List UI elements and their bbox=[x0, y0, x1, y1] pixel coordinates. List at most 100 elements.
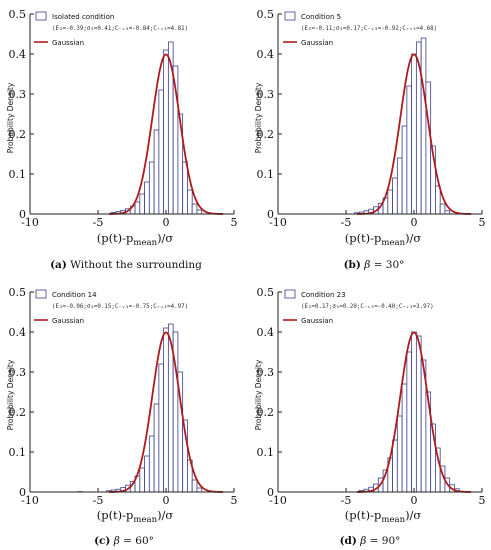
histogram-bar bbox=[411, 331, 417, 493]
panel-b: Probability Density 0 0.1 0.2 0.3 0.4 0.5 -10 -… bbox=[254, 8, 486, 271]
histogram-bar bbox=[134, 201, 141, 215]
panel-caption: (b) β = 30° bbox=[344, 259, 405, 271]
histogram-bar bbox=[158, 363, 165, 493]
y-tick-label: 0.5 bbox=[9, 286, 27, 299]
x-tick-label: 0 bbox=[411, 494, 418, 507]
y-tick-label: 0.5 bbox=[257, 8, 275, 21]
legend-stats: (E₃=-0.06;σ₃=0.15;C₋ᵥ₃=-0.75;C₊ᵥ₃=4.97) bbox=[52, 304, 188, 310]
histogram-bar bbox=[148, 161, 155, 215]
legend-bar-swatch bbox=[284, 289, 296, 299]
axes: 0 0.1 0.2 0.3 0.4 0.5 -10 -5 0 5 bbox=[9, 286, 238, 507]
histogram-bar bbox=[158, 89, 165, 215]
histogram-bar bbox=[153, 403, 160, 493]
y-tick-label: 0.4 bbox=[9, 48, 27, 61]
x-tick-label: 5 bbox=[231, 216, 238, 229]
legend-bar-swatch bbox=[35, 11, 47, 21]
histogram-bar bbox=[182, 161, 188, 215]
x-tick-label: -10 bbox=[269, 494, 287, 507]
legend-bars-label: Isolated condition bbox=[52, 13, 114, 21]
histogram-bar bbox=[415, 335, 422, 493]
histogram-bars bbox=[354, 37, 451, 215]
x-tick-label: -10 bbox=[269, 216, 287, 229]
histogram-bar bbox=[153, 129, 160, 215]
y-tick-label: 0.2 bbox=[9, 406, 27, 419]
y-tick-label: 0.2 bbox=[9, 128, 27, 141]
y-tick-label: 0.3 bbox=[9, 366, 27, 379]
y-tick-label: 0.3 bbox=[257, 366, 275, 379]
y-tick-label: 0.5 bbox=[257, 286, 275, 299]
histogram-bars bbox=[358, 331, 460, 493]
y-axis-label: Probability Density bbox=[254, 359, 263, 430]
legend-bars-label: Condition 23 bbox=[301, 291, 346, 299]
y-tick-label: 0 bbox=[267, 208, 274, 221]
histogram-bar bbox=[411, 53, 417, 215]
histogram-bar bbox=[420, 37, 427, 215]
panel-caption: (c) β = 60° bbox=[94, 535, 154, 547]
y-tick-label: 0.1 bbox=[257, 168, 275, 181]
y-tick-label: 0.2 bbox=[257, 406, 275, 419]
x-tick-label: -10 bbox=[21, 494, 39, 507]
legend-stats: (E₃=-0.39;σ₃=0.41;C₋ᵥ₃=-0.84;C₊ᵥ₃=4.81) bbox=[52, 26, 188, 32]
histogram-bars bbox=[110, 41, 203, 215]
y-tick-label: 0.5 bbox=[9, 8, 27, 21]
x-tick-label: 0 bbox=[163, 494, 170, 507]
legend: Isolated condition (E₃=-0.39;σ₃=0.41;C₋ᵥ… bbox=[34, 11, 188, 47]
histogram-bar bbox=[163, 327, 169, 493]
legend-bar-swatch bbox=[284, 11, 296, 21]
legend-gaussian-label: Gaussian bbox=[301, 39, 333, 47]
histogram-bar bbox=[187, 189, 193, 215]
x-tick-label: -5 bbox=[341, 494, 352, 507]
legend-stats: (E₃=0.17;σ₃=0.20;C₋ᵥ₃=-0.40;C₊ᵥ₃=3.97) bbox=[301, 304, 434, 310]
histogram-bar bbox=[139, 193, 145, 215]
histogram-bar bbox=[401, 125, 408, 215]
histogram-bar bbox=[435, 185, 441, 215]
legend: Condition 14 (E₃=-0.06;σ₃=0.15;C₋ᵥ₃=-0.7… bbox=[34, 289, 188, 325]
x-axis-label: (p(t)-pmean)/σ bbox=[345, 508, 422, 525]
y-tick-label: 0.1 bbox=[9, 168, 27, 181]
axes: 0 0.1 0.2 0.3 0.4 0.5 -10 -5 0 5 bbox=[257, 8, 486, 229]
x-tick-label: 5 bbox=[231, 494, 238, 507]
x-tick-label: 5 bbox=[479, 216, 486, 229]
gaussian-curve bbox=[356, 53, 472, 215]
gaussian-curve bbox=[356, 331, 472, 493]
panel-a: Probability Density 0 0.1 0.2 0.3 0.4 0.5 -10 -… bbox=[6, 8, 238, 271]
x-tick-label: 5 bbox=[479, 494, 486, 507]
x-tick-label: -5 bbox=[341, 216, 352, 229]
histogram-bar bbox=[144, 455, 150, 493]
x-tick-label: -5 bbox=[93, 216, 104, 229]
y-tick-label: 0 bbox=[19, 486, 26, 499]
y-tick-label: 0.3 bbox=[257, 88, 275, 101]
histogram-bar bbox=[392, 177, 398, 215]
x-axis-label: (p(t)-pmean)/σ bbox=[97, 508, 174, 525]
gaussian-curve bbox=[108, 53, 224, 215]
y-tick-label: 0.3 bbox=[9, 88, 27, 101]
legend-gaussian-label: Gaussian bbox=[301, 317, 333, 325]
y-tick-label: 0 bbox=[19, 208, 26, 221]
y-tick-label: 0.4 bbox=[257, 48, 275, 61]
histogram-bar bbox=[387, 189, 393, 215]
axes: 0 0.1 0.2 0.3 0.4 0.5 -10 -5 0 5 bbox=[9, 8, 238, 229]
x-tick-label: 0 bbox=[163, 216, 170, 229]
histogram-bar bbox=[148, 435, 155, 493]
histogram-bar bbox=[396, 415, 403, 493]
panel-caption: (a) Without the surrounding bbox=[50, 259, 202, 271]
x-tick-label: -10 bbox=[21, 216, 39, 229]
legend-bars-label: Condition 5 bbox=[301, 13, 341, 21]
y-tick-label: 0.4 bbox=[9, 326, 27, 339]
histogram-bar bbox=[196, 209, 203, 215]
panel-c: Probability Density 0 0.1 0.2 0.3 0.4 0.5 -10 -… bbox=[6, 286, 238, 547]
legend-stats: (E₃=-0.11;σ₃=0.17;C₋ᵥ₃=-0.92;C₊ᵥ₃=4.68) bbox=[301, 26, 437, 32]
histogram-bar bbox=[139, 467, 145, 493]
legend-bar-swatch bbox=[35, 289, 47, 299]
legend: Condition 23 (E₃=0.17;σ₃=0.20;C₋ᵥ₃=-0.40… bbox=[283, 289, 434, 325]
y-axis-label: Probability Density bbox=[6, 359, 15, 430]
y-tick-label: 0.4 bbox=[257, 326, 275, 339]
x-tick-label: -5 bbox=[93, 494, 104, 507]
y-tick-label: 0.1 bbox=[9, 446, 27, 459]
histogram-bar bbox=[392, 439, 398, 493]
y-axis-label: Probability Density bbox=[254, 82, 263, 153]
y-axis-label: Probability Density bbox=[6, 82, 15, 153]
x-axis-label: (p(t)-pmean)/σ bbox=[345, 231, 422, 248]
y-tick-label: 0.2 bbox=[257, 128, 275, 141]
